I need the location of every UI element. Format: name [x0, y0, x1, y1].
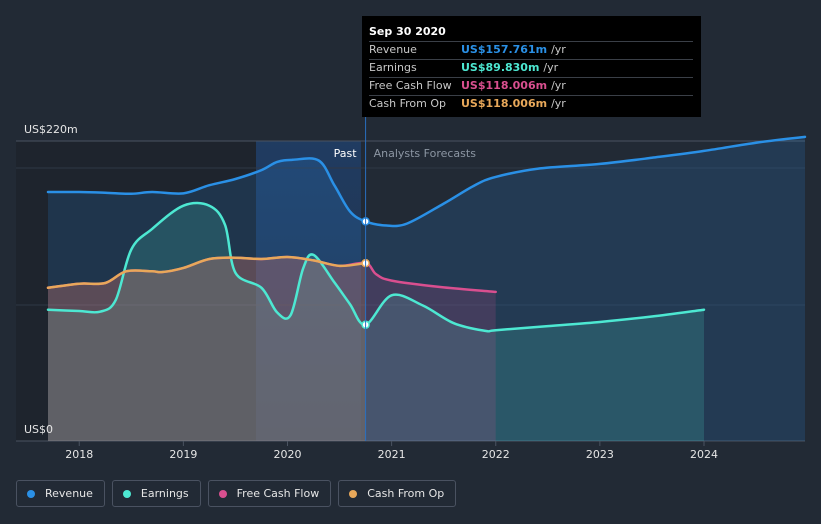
- tooltip-row-value: US$118.006m: [461, 79, 548, 92]
- tooltip-row-label: Cash From Op: [369, 97, 447, 110]
- x-tick-label: 2020: [273, 448, 301, 461]
- legend: Revenue Earnings Free Cash Flow Cash Fro…: [16, 480, 457, 507]
- tooltip-row-free-cash-flow: Free Cash Flow US$118.006m /yr: [369, 77, 693, 94]
- tooltip: Sep 30 2020 Revenue US$157.761m /yr Earn…: [362, 16, 701, 117]
- legend-dot-icon: [349, 489, 358, 498]
- line-cash-from-op: [46, 255, 367, 290]
- tooltip-row-unit: /yr: [551, 97, 566, 110]
- x-tick-label: 2019: [169, 448, 197, 461]
- legend-item-free-cash-flow[interactable]: Free Cash Flow: [207, 480, 332, 507]
- y-axis-top-label: US$220m: [24, 123, 78, 136]
- tooltip-row-revenue: Revenue US$157.761m /yr: [369, 41, 693, 58]
- x-tick-label: 2018: [65, 448, 93, 461]
- tooltip-row-value: US$89.830m: [461, 61, 540, 74]
- forecast-label: Analysts Forecasts: [374, 147, 477, 160]
- tooltip-row-label: Free Cash Flow: [369, 79, 452, 92]
- legend-label: Revenue: [45, 487, 93, 500]
- tooltip-row-unit: /yr: [551, 79, 566, 92]
- tooltip-row-earnings: Earnings US$89.830m /yr: [369, 59, 693, 76]
- legend-dot-icon: [27, 489, 35, 498]
- legend-label: Earnings: [140, 487, 189, 500]
- x-tick-label: 2022: [482, 448, 510, 461]
- tooltip-row-cash-from-op: Cash From Op US$118.006m /yr: [369, 95, 693, 112]
- legend-label: Free Cash Flow: [236, 487, 320, 500]
- tooltip-row-label: Earnings: [369, 61, 417, 74]
- past-label: Past: [334, 147, 358, 160]
- area-earnings: [48, 203, 704, 441]
- tooltip-date: Sep 30 2020: [369, 25, 446, 38]
- legend-item-cash-from-op[interactable]: Cash From Op: [338, 480, 457, 507]
- area-revenue: [48, 136, 805, 441]
- tooltip-row-value: US$157.761m: [461, 43, 548, 56]
- line-earnings: [46, 201, 706, 333]
- x-tick-label: 2021: [378, 448, 406, 461]
- tooltip-row-unit: /yr: [543, 61, 559, 74]
- past-region-highlight: [256, 141, 361, 441]
- tooltip-row-unit: /yr: [551, 43, 566, 56]
- x-tick-label: 2024: [690, 448, 718, 461]
- tooltip-row-value: US$118.006m: [461, 97, 548, 110]
- financial-chart: Past Analysts Forecasts US$220m US$0 201…: [16, 16, 807, 461]
- legend-dot-icon: [218, 489, 227, 498]
- legend-dot-icon: [122, 489, 131, 498]
- area-cash-from-op: [48, 256, 366, 441]
- x-tick-label: 2023: [586, 448, 614, 461]
- legend-label: Cash From Op: [367, 487, 445, 500]
- legend-item-earnings[interactable]: Earnings: [111, 480, 201, 507]
- line-revenue: [46, 135, 807, 228]
- legend-item-revenue[interactable]: Revenue: [16, 480, 105, 507]
- tooltip-row-label: Revenue: [369, 43, 417, 56]
- y-axis-bottom-label: US$0: [24, 423, 53, 436]
